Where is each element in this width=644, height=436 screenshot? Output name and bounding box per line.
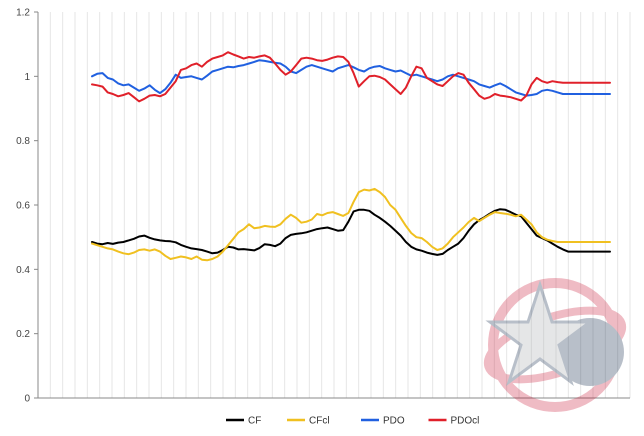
y-tick-labels: 0 0.2 0.4 0.6 0.8 1 1.2 <box>16 8 38 405</box>
legend-label-cf: CF <box>248 416 261 427</box>
y-tick-label: 1 <box>24 72 30 83</box>
team-logo-watermark <box>483 278 627 412</box>
legend-label-cfcl: CFcl <box>309 416 330 427</box>
y-tick-label: 0.8 <box>16 136 30 147</box>
y-tick-label: 0.6 <box>16 201 30 212</box>
series-line-cfcl <box>91 187 611 262</box>
y-tick-label: 0 <box>24 394 30 405</box>
y-tick-label: 1.2 <box>16 8 30 19</box>
legend-label-pdo: PDO <box>383 416 405 427</box>
legend-label-pdocl: PDOcl <box>451 416 480 427</box>
series-lines <box>91 51 611 262</box>
y-tick-label: 0.2 <box>16 329 30 340</box>
series-line-pdocl <box>91 51 611 103</box>
series-line-cf <box>91 208 611 256</box>
y-tick-label: 0.4 <box>16 265 30 276</box>
legend: CF CFcl PDO PDOcl <box>226 416 479 427</box>
